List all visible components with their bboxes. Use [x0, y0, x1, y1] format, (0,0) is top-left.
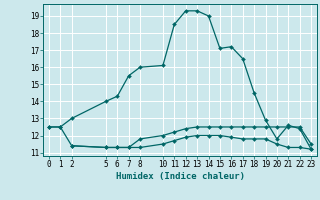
X-axis label: Humidex (Indice chaleur): Humidex (Indice chaleur)	[116, 172, 244, 181]
